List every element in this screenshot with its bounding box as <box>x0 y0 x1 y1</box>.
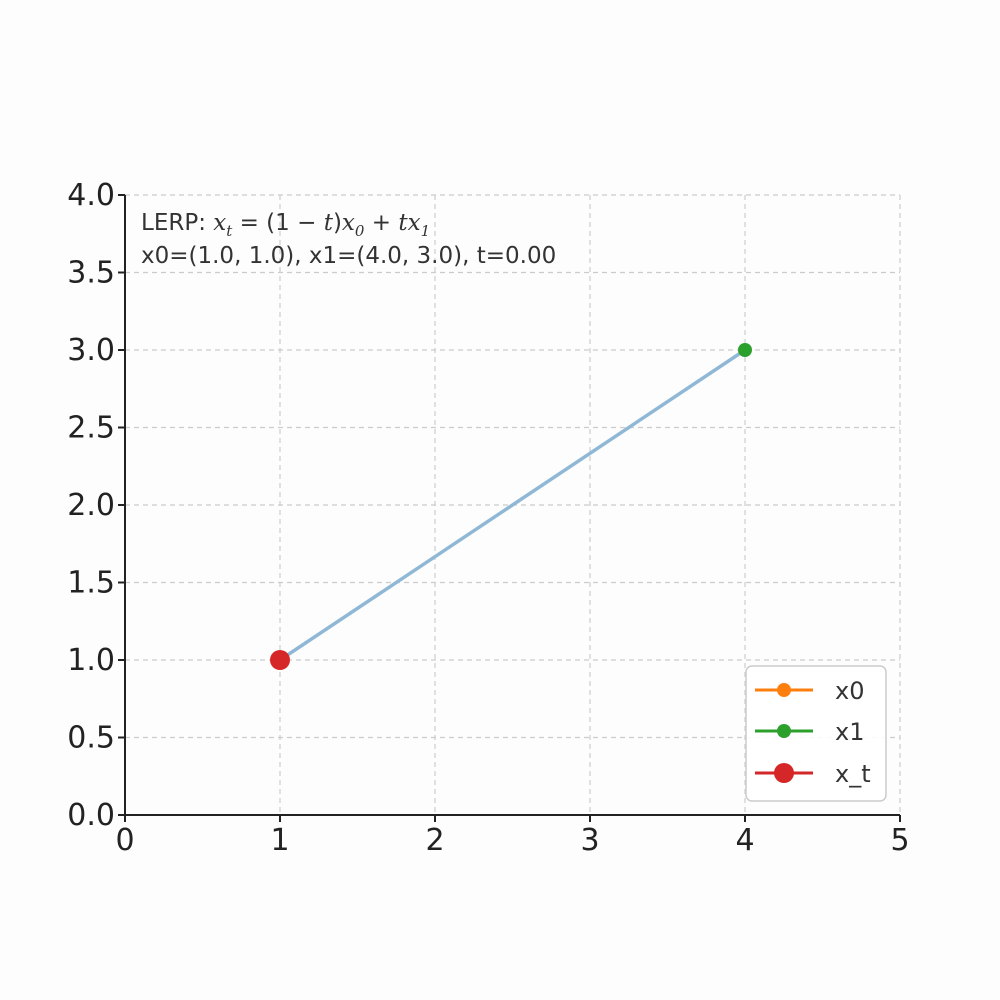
legend-label-x0: x0 <box>835 677 864 705</box>
legend-marker-x_t <box>774 763 794 783</box>
x-tick-label-5: 5 <box>890 823 909 858</box>
y-tick-label-6: 3.0 <box>67 333 115 368</box>
y-tick-label-4: 2.0 <box>67 488 115 523</box>
tick-labels: 0 1 2 3 4 5 0.0 0.5 1.0 1.5 2.0 2.5 3.0 3.5 4.0 <box>67 178 909 858</box>
y-tick-label-5: 2.5 <box>67 411 115 446</box>
legend-entry-x_t: x_t <box>755 760 871 788</box>
legend-entry-x0: x0 <box>755 677 864 705</box>
x-tick-label-0: 0 <box>115 823 134 858</box>
x-tick-label-3: 3 <box>580 823 599 858</box>
point-x_t <box>270 650 290 670</box>
legend-label-x1: x1 <box>835 718 864 746</box>
y-tick-label-2: 1.0 <box>67 643 115 678</box>
y-tick-label-7: 3.5 <box>67 256 115 291</box>
x-tick-label-2: 2 <box>425 823 444 858</box>
legend-label-x_t: x_t <box>835 760 871 788</box>
annotation-line1: LERP: xt = (1 − t)x0 + tx1 <box>141 210 430 240</box>
legend-entry-x1: x1 <box>755 718 864 746</box>
annotation: LERP: xt = (1 − t)x0 + tx1 x0=(1.0, 1.0)… <box>141 210 556 269</box>
x-tick-label-4: 4 <box>735 823 754 858</box>
x-tick-label-1: 1 <box>270 823 289 858</box>
plot-area <box>270 343 752 670</box>
legend: x0 x1 x_t <box>745 665 887 802</box>
y-tick-label-8: 4.0 <box>67 178 115 213</box>
lerp-segment <box>278 348 747 662</box>
y-tick-label-1: 0.5 <box>67 721 115 756</box>
y-tick-label-0: 0.0 <box>67 798 115 833</box>
legend-marker-x0 <box>777 683 791 697</box>
annotation-line2: x0=(1.0, 1.0), x1=(4.0, 3.0), t=0.00 <box>141 243 556 269</box>
legend-marker-x1 <box>777 724 791 738</box>
axes <box>118 194 901 822</box>
y-tick-label-3: 1.5 <box>67 566 115 601</box>
point-x1 <box>738 343 752 357</box>
